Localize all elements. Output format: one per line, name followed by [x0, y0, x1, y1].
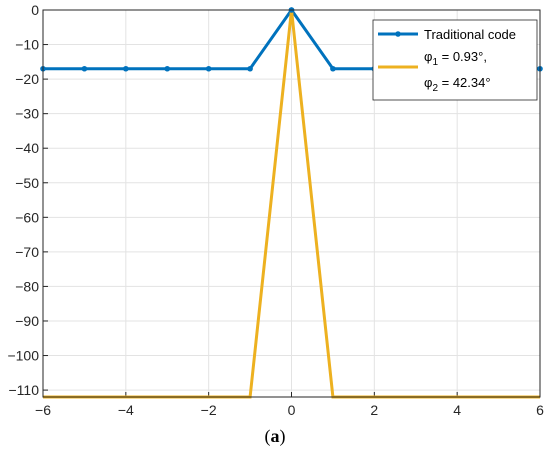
y-tick-label: −30 — [15, 106, 39, 122]
x-tick-label: 4 — [453, 402, 461, 418]
x-tick-label: −4 — [118, 402, 134, 418]
y-tick-label: −60 — [15, 209, 39, 225]
x-tick-label: −2 — [201, 402, 217, 418]
phi1-subscript: 1 — [432, 57, 438, 68]
phi1-value: = 0.93°, — [438, 49, 487, 64]
caption-close-paren: ) — [279, 426, 286, 446]
data-point-traditional — [123, 65, 129, 72]
y-tick-label: −20 — [15, 71, 39, 87]
y-tick-label: −40 — [15, 140, 39, 156]
legend-marker-traditional — [395, 31, 401, 37]
y-tick-label: −50 — [15, 175, 39, 191]
data-point-traditional — [330, 65, 336, 72]
x-tick-label: 2 — [370, 402, 378, 418]
caption-open-paren: ( — [264, 426, 271, 446]
legend: Traditional code φ1 = 0.93°, φ2 = 42.34° — [372, 19, 538, 101]
tick-labels: −6 −4 −2 0 2 4 60−10−20−30−40−50−60−70−80−90−1… — [7, 2, 544, 418]
caption-letter: a — [270, 426, 280, 446]
y-tick-label: 0 — [31, 2, 39, 18]
phi1-symbol: φ — [424, 49, 432, 64]
axes-box — [42, 9, 541, 398]
data-point-traditional — [247, 65, 253, 72]
legend-label-traditional: Traditional code — [424, 27, 516, 42]
y-tick-label: −110 — [9, 382, 40, 398]
data-point-traditional — [81, 65, 88, 72]
phi2-value: = 42.34° — [438, 75, 491, 90]
legend-label-phi1: φ1 = 0.93°, — [424, 49, 487, 68]
data-point-traditional — [205, 65, 212, 72]
y-tick-label: −70 — [15, 244, 39, 260]
phi2-subscript: 2 — [432, 83, 438, 94]
x-tick-label: −6 — [35, 402, 51, 418]
y-tick-label: −80 — [15, 278, 39, 294]
phi2-symbol: φ — [424, 75, 432, 90]
x-tick-label: 6 — [536, 402, 544, 418]
x-tick-label: 0 — [288, 402, 296, 418]
data-point-traditional — [164, 65, 171, 72]
legend-label-phi2: φ2 = 42.34° — [424, 75, 491, 94]
y-tick-label: −100 — [7, 348, 39, 364]
y-tick-label: −90 — [15, 313, 39, 329]
y-tick-label: −10 — [15, 37, 39, 53]
figure-caption: (a) — [0, 426, 550, 447]
